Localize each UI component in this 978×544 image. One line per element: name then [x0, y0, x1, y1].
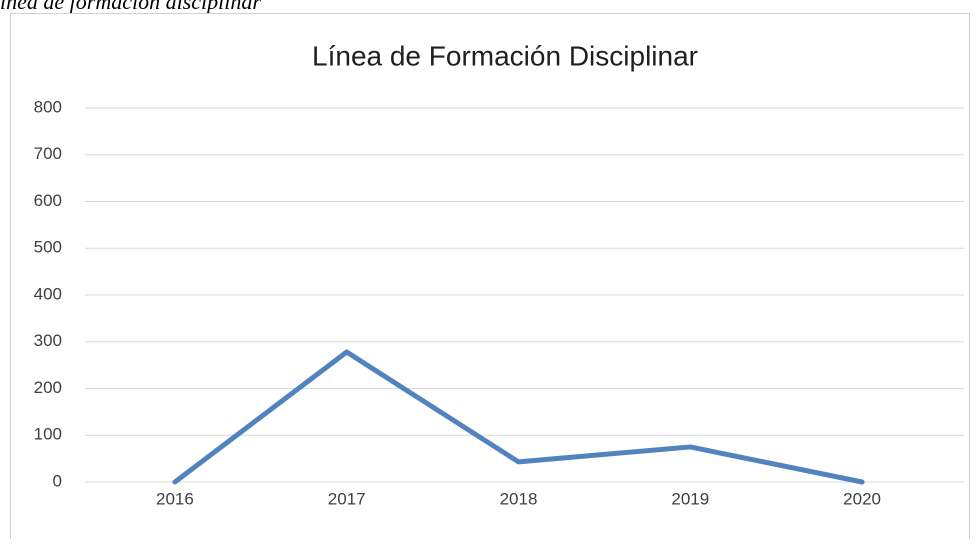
x-tick-label: 2018: [500, 489, 538, 508]
chart-frame: [10, 13, 970, 544]
x-tick-label: 2019: [671, 489, 709, 508]
x-tick-label: 2020: [843, 489, 881, 508]
line-series: [172, 349, 865, 485]
chart-title: Línea de Formación Disciplinar: [312, 40, 698, 71]
y-tick-label: 100: [34, 425, 62, 444]
y-tick-label: 200: [34, 378, 62, 397]
y-tick-label: 700: [34, 144, 62, 163]
y-tick-label: 300: [34, 331, 62, 350]
y-tick-label: 600: [34, 191, 62, 210]
x-tick-label: 2016: [156, 489, 194, 508]
y-tick-label: 0: [53, 471, 62, 490]
y-tick-label: 500: [34, 238, 62, 257]
x-tick-label: 2017: [328, 489, 366, 508]
y-tick-label: 400: [34, 284, 62, 303]
y-tick-label: 800: [34, 97, 62, 116]
caption: ínea de formación disciplinar: [0, 0, 261, 14]
